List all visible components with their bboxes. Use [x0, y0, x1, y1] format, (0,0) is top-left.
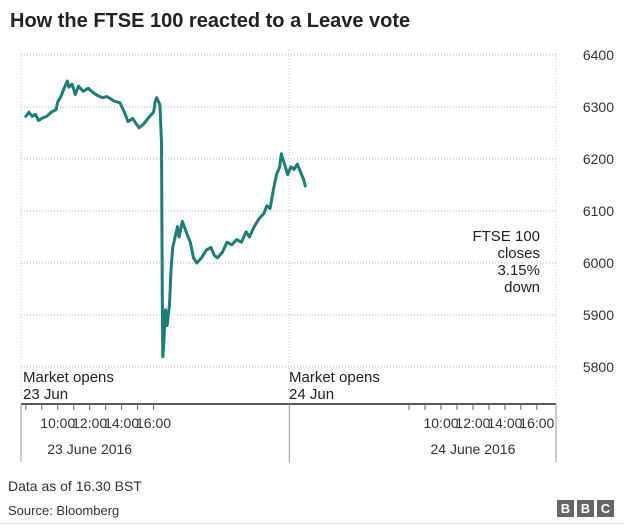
- annotation-opens2: Market opens 24 Jun: [289, 369, 380, 403]
- y-tick-label: 6300: [583, 99, 614, 115]
- annotation-line: Market opens: [23, 369, 114, 386]
- y-tick-label: 6100: [583, 203, 614, 219]
- x-tick-label: 16:00: [519, 415, 554, 431]
- bbc-logo-letter: B: [577, 500, 594, 517]
- y-tick-label: 6200: [583, 151, 614, 167]
- x-tick-label: 14:00: [487, 415, 522, 431]
- bbc-logo-letter: B: [557, 500, 574, 517]
- annotation-line: 24 Jun: [289, 386, 334, 403]
- day-label: 23 June 2016: [47, 441, 132, 457]
- x-tick-label: 10:00: [423, 415, 458, 431]
- annotation-line: down: [504, 279, 540, 296]
- y-tick-label: 6000: [583, 255, 614, 271]
- annotation-opens1: Market opens 23 Jun: [23, 369, 114, 403]
- annotation-line: closes: [497, 245, 540, 262]
- gridlines: [20, 50, 557, 404]
- chart-title: How the FTSE 100 reacted to a Leave vote: [10, 10, 411, 32]
- annotation-close: FTSE 100 closes 3.15% down: [472, 228, 540, 296]
- annotation-line: 23 Jun: [23, 386, 68, 403]
- day-label: 24 June 2016: [431, 441, 516, 457]
- annotation-line: FTSE 100: [472, 228, 540, 245]
- bbc-logo-letter: C: [597, 500, 614, 517]
- bbc-logo: B B C: [557, 500, 614, 517]
- y-tick-label: 6400: [583, 47, 614, 63]
- series-layer: [24, 79, 307, 359]
- y-axis: 5800 5900 6000 6100 6200 6300 6400: [583, 47, 614, 375]
- footer-rule: [0, 523, 624, 524]
- x-tick-label: 12:00: [455, 415, 490, 431]
- x-tick-label: 16:00: [136, 415, 171, 431]
- annotation-line: 3.15%: [497, 262, 540, 279]
- data-timestamp-note: Data as of 16.30 BST: [8, 478, 142, 494]
- x-tick-label: 12:00: [72, 415, 107, 431]
- y-tick-label: 5900: [583, 307, 614, 323]
- y-tick-label: 5800: [583, 359, 614, 375]
- x-tick-label: 14:00: [104, 415, 139, 431]
- ftse-100-series-line: [24, 79, 307, 359]
- source-credit: Source: Bloomberg: [8, 503, 120, 518]
- annotation-line: Market opens: [289, 369, 380, 386]
- x-tick-label: 10:00: [40, 415, 75, 431]
